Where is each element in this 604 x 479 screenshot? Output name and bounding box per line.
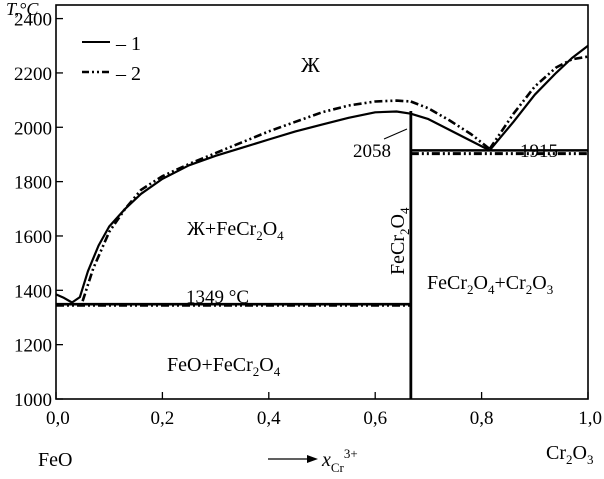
label-sub: 4 bbox=[277, 228, 284, 243]
annotation-1915: 1915 bbox=[520, 141, 558, 162]
label-part: O bbox=[573, 442, 587, 464]
tick-group: 0,0 0,2 0,4 0,6 0,8 1,0 1000 1200 1400 1600 1800 20… bbox=[14, 10, 602, 429]
label-sub: 4 bbox=[397, 207, 412, 214]
label-part: O bbox=[532, 272, 546, 294]
series-1-liquidus-segment-1 bbox=[410, 112, 491, 152]
label-part: FeO+ bbox=[167, 354, 213, 376]
plot-frame bbox=[55, 4, 589, 400]
annotation-2058: 2058 bbox=[353, 141, 391, 162]
series-2-liquidus-segment-0 bbox=[81, 99, 411, 302]
y-tick-label: 1400 bbox=[14, 281, 52, 302]
label-sub: 2 bbox=[253, 364, 260, 379]
y-tick-label: 1200 bbox=[14, 336, 52, 357]
y-tick-label: 1000 bbox=[14, 390, 52, 411]
region-liquid-label: Ж bbox=[301, 53, 320, 77]
label-part: Cr bbox=[546, 442, 566, 464]
label-sub: 2 bbox=[397, 229, 412, 236]
label-part: O bbox=[259, 354, 273, 376]
y-tick-label: 1600 bbox=[14, 227, 52, 248]
end-label-feo: FeO bbox=[38, 449, 72, 471]
legend-label-2: – 2 bbox=[115, 63, 141, 85]
label-sub: 2 bbox=[256, 228, 263, 243]
region-spinel-cr2o3-label: FeCr2O4+Cr2O3 bbox=[427, 272, 553, 297]
x-tick-label: 0,2 bbox=[151, 408, 175, 429]
label-part: O bbox=[474, 272, 488, 294]
end-label-cr2o3: Cr2O3 bbox=[546, 442, 593, 467]
region-feo-spinel-label: FeO+FeCr2O4 bbox=[167, 354, 281, 379]
x-tick-label: 1,0 bbox=[578, 408, 602, 429]
x-tick-label: 0,8 bbox=[470, 408, 494, 429]
label-part: O bbox=[387, 214, 409, 228]
annotation-2058-leader bbox=[383, 128, 408, 140]
label-part: FeCr bbox=[427, 272, 467, 294]
label-sub: 2 bbox=[566, 452, 573, 467]
y-tick-label: 2000 bbox=[14, 118, 52, 139]
series-1-liquidus-segment-0 bbox=[55, 110, 411, 304]
y-axis-label: T,°C bbox=[6, 0, 39, 19]
series-2-liquidus-segment-2 bbox=[488, 55, 589, 150]
label-part: O bbox=[263, 218, 277, 240]
legend: – 1 – 2 bbox=[82, 33, 141, 85]
x-axis-arrowhead bbox=[307, 455, 318, 463]
compound-fecr2o4-label: FeCr2O4 bbox=[387, 207, 412, 275]
label-sub: Cr bbox=[331, 460, 345, 475]
series-2-liquidus-segment-1 bbox=[410, 100, 491, 151]
series-1-liquidus-segment-2 bbox=[488, 44, 589, 152]
annotation-1349: 1349 °C bbox=[186, 287, 249, 308]
label-sub: 3 bbox=[587, 452, 594, 467]
x-tick-label: 0,6 bbox=[363, 408, 387, 429]
x-tick-label: 0,0 bbox=[46, 408, 70, 429]
label-part: FeCr bbox=[387, 235, 409, 275]
y-tick-label: 2200 bbox=[14, 64, 52, 85]
label-sub: 2 bbox=[467, 282, 474, 297]
label-part: x bbox=[321, 449, 331, 471]
x-axis-label: xCr3+ bbox=[321, 446, 358, 475]
legend-label-1: – 1 bbox=[115, 33, 141, 55]
label-sup: 3+ bbox=[344, 446, 358, 461]
y-tick-label: 1800 bbox=[14, 173, 52, 194]
y-tick-label: 2400 bbox=[14, 10, 52, 31]
x-tick-label: 0,4 bbox=[257, 408, 281, 429]
label-sub: 3 bbox=[547, 282, 554, 297]
label-part: FeCr bbox=[213, 354, 253, 376]
label-part: +Cr bbox=[494, 272, 526, 294]
label-part: FeCr bbox=[216, 218, 256, 240]
region-liquid-spinel-label: Ж+FeCr2O4 bbox=[187, 218, 284, 243]
plot-area bbox=[55, 4, 589, 400]
label-sub: 2 bbox=[526, 282, 533, 297]
label-part: Ж+ bbox=[187, 218, 216, 240]
label-sub: 4 bbox=[274, 364, 281, 379]
label-sub: 4 bbox=[488, 282, 495, 297]
